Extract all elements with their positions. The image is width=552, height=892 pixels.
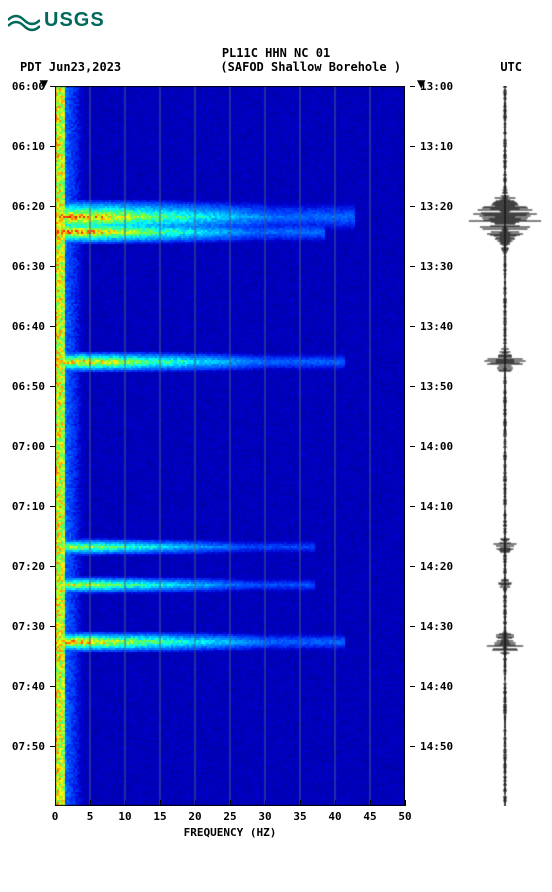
tick-mark: [410, 386, 415, 387]
tick-mark: [335, 800, 336, 806]
tick-mark: [410, 686, 415, 687]
tick-mark: [300, 800, 301, 806]
x-tick: 10: [118, 810, 131, 823]
tick-mark: [50, 626, 55, 627]
tick-mark: [410, 446, 415, 447]
chart-subheader: PDT Jun23,2023 (SAFOD Shallow Borehole )…: [0, 60, 552, 74]
tick-mark: [410, 746, 415, 747]
tick-mark: [50, 686, 55, 687]
tick-mark: [50, 446, 55, 447]
y-tick-right: 14:20: [420, 560, 453, 573]
y-tick-left: 07:20: [12, 560, 45, 573]
x-tick: 35: [293, 810, 306, 823]
y-tick-right: 13:10: [420, 140, 453, 153]
tick-mark: [230, 800, 231, 806]
y-tick-right: 14:40: [420, 680, 453, 693]
y-tick-left: 07:10: [12, 500, 45, 513]
tick-mark: [370, 800, 371, 806]
tick-mark: [50, 86, 55, 87]
tick-mark: [410, 506, 415, 507]
y-tick-left: 06:10: [12, 140, 45, 153]
x-tick: 50: [398, 810, 411, 823]
station-label: (SAFOD Shallow Borehole ): [220, 60, 401, 74]
y-tick-left: 07:00: [12, 440, 45, 453]
tick-mark: [50, 566, 55, 567]
x-tick: 0: [52, 810, 59, 823]
x-tick: 25: [223, 810, 236, 823]
tick-mark: [50, 386, 55, 387]
y-tick-left: 06:30: [12, 260, 45, 273]
tick-mark: [410, 206, 415, 207]
y-tick-right: 14:10: [420, 500, 453, 513]
tick-mark: [50, 266, 55, 267]
tick-mark: [50, 746, 55, 747]
y-tick-right: 14:00: [420, 440, 453, 453]
tick-mark: [195, 800, 196, 806]
tick-mark: [405, 800, 406, 806]
tick-mark: [50, 146, 55, 147]
y-tick-left: 07:40: [12, 680, 45, 693]
y-tick-left: 06:40: [12, 320, 45, 333]
tick-mark: [410, 266, 415, 267]
usgs-logo-text: USGS: [44, 9, 105, 32]
y-tick-right: 13:40: [420, 320, 453, 333]
tick-mark: [410, 86, 415, 87]
y-tick-left: 06:20: [12, 200, 45, 213]
x-tick: 15: [153, 810, 166, 823]
tick-mark: [125, 800, 126, 806]
y-tick-right: 14:50: [420, 740, 453, 753]
tick-mark: [50, 326, 55, 327]
tick-mark: [50, 206, 55, 207]
y-tick-left: 06:50: [12, 380, 45, 393]
spectrogram-canvas: [55, 86, 405, 806]
tick-mark: [55, 800, 56, 806]
page-container: USGS PL11C HHN NC 01 PDT Jun23,2023 (SAF…: [0, 0, 552, 892]
seismogram-canvas: [465, 86, 545, 806]
x-tick: 30: [258, 810, 271, 823]
y-tick-left: 07:50: [12, 740, 45, 753]
y-tick-right: 13:30: [420, 260, 453, 273]
usgs-wave-icon: [8, 8, 40, 32]
x-tick: 40: [328, 810, 341, 823]
tick-mark: [410, 566, 415, 567]
pdt-label: PDT Jun23,2023: [20, 60, 121, 74]
usgs-logo: USGS: [0, 0, 552, 40]
utc-label: UTC: [500, 60, 522, 74]
tick-mark: [410, 326, 415, 327]
x-axis-label: FREQUENCY (HZ): [55, 826, 405, 839]
x-tick: 45: [363, 810, 376, 823]
x-tick: 5: [87, 810, 94, 823]
tick-mark: [50, 506, 55, 507]
y-tick-right: 13:20: [420, 200, 453, 213]
y-tick-right: 13:50: [420, 380, 453, 393]
y-tick-right: 13:00: [420, 80, 453, 93]
tick-mark: [160, 800, 161, 806]
y-tick-right: 14:30: [420, 620, 453, 633]
tick-mark: [265, 800, 266, 806]
y-tick-left: 07:30: [12, 620, 45, 633]
tick-mark: [410, 626, 415, 627]
tick-mark: [410, 146, 415, 147]
y-tick-left: 06:00: [12, 80, 45, 93]
x-tick: 20: [188, 810, 201, 823]
chart-title: PL11C HHN NC 01: [0, 46, 552, 60]
tick-mark: [90, 800, 91, 806]
